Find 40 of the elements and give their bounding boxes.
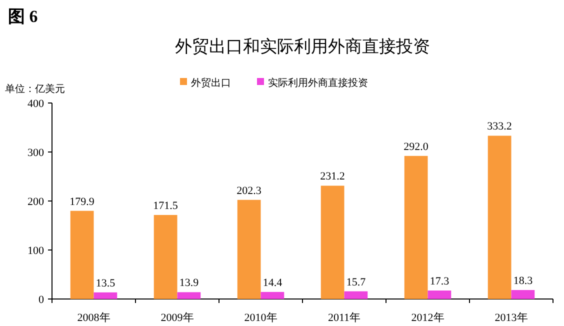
x-tick-label: 2008年 — [77, 312, 110, 324]
bar — [70, 210, 94, 299]
caption: 图 6 — [8, 7, 38, 26]
bar — [320, 186, 344, 299]
bar — [154, 214, 178, 299]
x-tick-label: 2012年 — [411, 312, 444, 324]
x-tick-label: 2011年 — [328, 312, 361, 324]
y-tick-label: 400 — [28, 98, 44, 110]
x-tick-label: 2013年 — [494, 312, 528, 324]
data-label: 292.0 — [404, 140, 429, 153]
y-tick-label: 300 — [28, 147, 44, 159]
data-label: 202.3 — [236, 184, 262, 197]
bar — [344, 291, 368, 299]
data-label: 13.5 — [96, 277, 116, 290]
data-label: 333.2 — [487, 120, 512, 133]
y-tick-label: 200 — [28, 196, 44, 208]
bar — [177, 292, 201, 299]
legend-label: 实际利用外商直接投资 — [268, 77, 368, 89]
data-label: 179.9 — [70, 196, 95, 208]
bar — [260, 292, 284, 299]
data-label: 13.9 — [179, 277, 200, 290]
data-label: 18.3 — [513, 275, 534, 288]
bar — [428, 290, 452, 299]
data-label: 171.5 — [153, 200, 178, 212]
bar — [94, 292, 118, 299]
x-tick-label: 2009年 — [160, 312, 194, 324]
legend-label: 外贸出口 — [191, 77, 231, 89]
chart-title: 外贸出口和实际利用外商直接投资 — [175, 37, 430, 57]
y-tick-label: 100 — [28, 245, 44, 257]
y-tick-label: 0 — [38, 294, 44, 306]
data-label: 231.2 — [320, 170, 345, 183]
bar — [511, 290, 535, 299]
y-axis-title: 单位：亿美元 — [5, 83, 65, 95]
data-label: 17.3 — [430, 276, 450, 288]
data-label: 15.7 — [346, 276, 366, 288]
x-tick-label: 2010年 — [244, 312, 278, 324]
data-label: 14.4 — [262, 276, 283, 289]
bar — [404, 156, 428, 299]
bar — [488, 136, 512, 299]
bar — [237, 200, 261, 299]
